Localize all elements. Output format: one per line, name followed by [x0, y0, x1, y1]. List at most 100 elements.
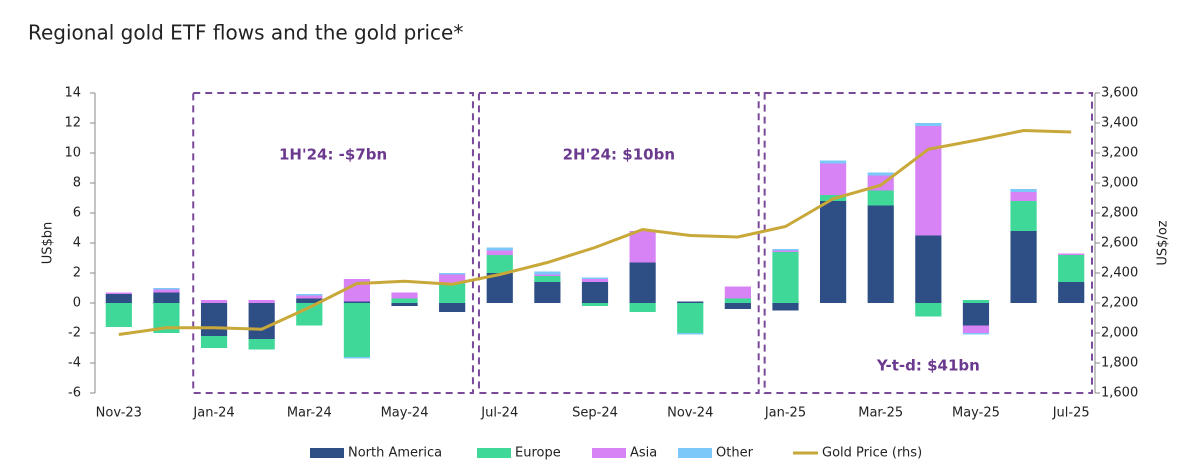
bar [200, 300, 228, 303]
y-tick-label: 6 [73, 206, 81, 221]
bar [867, 190, 894, 206]
y-axis-label: US$bn [41, 222, 56, 265]
bar [962, 303, 990, 326]
x-tick-label: Sep-24 [572, 406, 618, 421]
y2-tick-label: 2,600 [1101, 236, 1138, 251]
legend-swatch [592, 448, 626, 458]
bar [391, 292, 418, 299]
bar [581, 303, 609, 306]
x-tick-label: Jan-25 [764, 406, 806, 421]
annotation: 1H'24: -$7bn [279, 146, 387, 164]
bar [629, 262, 656, 303]
legend-swatch [310, 448, 344, 458]
bar [1010, 192, 1037, 201]
bar [105, 292, 132, 294]
bar [296, 303, 323, 326]
bar [534, 276, 561, 282]
bar [1010, 201, 1037, 231]
bar [439, 303, 466, 312]
legend-label: Europe [515, 446, 561, 461]
x-tick-label: Nov-23 [96, 406, 142, 421]
annotation-box [192, 92, 474, 394]
y2-tick-label: 3,600 [1101, 86, 1138, 101]
annotation-box [477, 92, 760, 394]
y2-tick-label: 3,200 [1101, 146, 1138, 161]
legend-swatch [678, 448, 712, 458]
bar [105, 303, 132, 327]
y2-tick-label: 2,400 [1101, 266, 1138, 281]
y-tick-label: 4 [73, 236, 81, 251]
bar [248, 300, 275, 303]
bar [200, 336, 228, 348]
bar [915, 303, 942, 317]
bar [248, 339, 275, 350]
legend-label: Other [716, 446, 754, 461]
bar [534, 274, 561, 276]
bar [534, 282, 561, 303]
x-tick-label: Jul-25 [1052, 406, 1090, 421]
y-tick-label: 10 [64, 146, 81, 161]
annotation-box [763, 92, 1094, 394]
x-tick-label: Jan-24 [192, 406, 234, 421]
bar [1058, 282, 1085, 303]
y2-tick-label: 1,800 [1101, 356, 1138, 371]
bar [820, 201, 847, 303]
bar [105, 294, 132, 303]
annotation: Y-t-d: $41bn [876, 357, 980, 375]
bar [772, 303, 799, 311]
bar [534, 271, 561, 275]
bar [296, 298, 323, 303]
x-tick-label: May-25 [952, 406, 1000, 421]
bar [915, 235, 942, 303]
bar [1058, 255, 1085, 282]
bar [1058, 253, 1085, 255]
bar [439, 273, 466, 275]
bar [867, 205, 894, 303]
bar [581, 282, 609, 303]
bar [724, 298, 751, 303]
y-tick-label: -4 [68, 356, 81, 371]
y-tick-label: 14 [64, 86, 81, 101]
x-tick-label: May-24 [381, 406, 429, 421]
bar [724, 286, 751, 299]
y-tick-label: 8 [73, 176, 81, 191]
bar [486, 273, 513, 303]
legend-label: North America [348, 446, 442, 461]
bar [915, 123, 942, 126]
y2-tick-label: 3,000 [1101, 176, 1138, 191]
bar [820, 160, 847, 164]
x-tick-label: Jul-24 [480, 406, 518, 421]
bar [391, 298, 418, 303]
bar [439, 283, 466, 303]
bar [486, 255, 513, 273]
bar [296, 295, 323, 299]
bar [772, 249, 799, 251]
bar [1010, 231, 1037, 303]
bar [629, 303, 656, 312]
annotation: 2H'24: $10bn [563, 146, 675, 164]
x-tick-label: Mar-24 [287, 406, 332, 421]
bar [772, 250, 799, 252]
legend-label: Gold Price (rhs) [822, 446, 922, 461]
bar [1010, 189, 1037, 192]
y-tick-label: 12 [64, 116, 81, 131]
bar [343, 303, 370, 357]
bar [629, 231, 656, 263]
bar [962, 333, 990, 335]
bar [677, 333, 704, 335]
y2-tick-label: 2,200 [1101, 296, 1138, 311]
legend-swatch [477, 448, 511, 458]
bar [772, 252, 799, 303]
bar [581, 277, 609, 279]
x-tick-label: Mar-25 [858, 406, 903, 421]
y-tick-label: 2 [73, 266, 81, 281]
bar [296, 294, 323, 296]
bar [153, 292, 180, 303]
y-tick-label: 0 [73, 296, 81, 311]
bar [581, 279, 609, 282]
gold-price-line [118, 128, 1072, 336]
y2-tick-label: 2,800 [1101, 206, 1138, 221]
bar [915, 126, 942, 236]
bar [724, 303, 751, 309]
